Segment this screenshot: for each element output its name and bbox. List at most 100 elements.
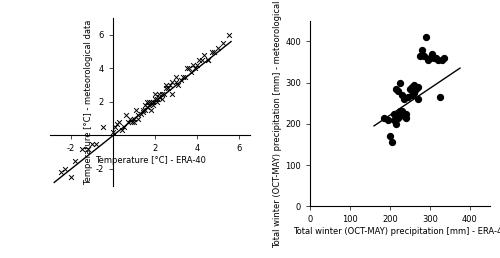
Point xyxy=(147,100,155,104)
Point xyxy=(400,114,408,118)
Point xyxy=(120,125,128,129)
Point xyxy=(78,147,86,151)
Point xyxy=(172,80,180,84)
Point xyxy=(398,93,406,97)
Point xyxy=(398,109,406,114)
Point xyxy=(412,87,420,91)
Point xyxy=(414,97,422,101)
Point xyxy=(438,58,446,62)
Point xyxy=(404,95,412,99)
Point xyxy=(92,142,100,146)
Point xyxy=(164,86,172,91)
Point xyxy=(166,83,174,87)
Point xyxy=(154,100,162,104)
Point xyxy=(210,50,218,54)
Point xyxy=(189,63,197,67)
Point xyxy=(172,75,180,79)
Point xyxy=(154,96,162,101)
Point xyxy=(390,118,398,122)
Point xyxy=(225,33,233,37)
Point xyxy=(180,75,188,79)
Point xyxy=(145,100,153,104)
Point xyxy=(390,111,398,116)
Point xyxy=(168,80,176,84)
Point xyxy=(174,83,182,87)
Point xyxy=(410,91,418,95)
Point xyxy=(126,117,134,121)
Point xyxy=(187,70,195,74)
Point xyxy=(196,58,203,62)
Y-axis label: Temperature [°C] - meteorological data: Temperature [°C] - meteorological data xyxy=(84,19,93,184)
Point xyxy=(158,96,166,101)
Point xyxy=(414,85,422,89)
Point xyxy=(380,116,388,120)
Point xyxy=(176,78,184,82)
Point xyxy=(198,58,205,62)
Point xyxy=(149,100,157,104)
Point xyxy=(132,108,140,112)
Point xyxy=(185,66,193,70)
Point xyxy=(396,109,404,114)
Point xyxy=(394,116,402,120)
Point xyxy=(160,91,168,95)
Point xyxy=(118,128,126,133)
Point xyxy=(138,110,146,114)
Point xyxy=(424,58,432,62)
Point xyxy=(183,66,191,70)
Point xyxy=(128,120,136,124)
Point xyxy=(134,113,142,117)
Point xyxy=(432,56,440,60)
Point xyxy=(67,175,75,180)
Point xyxy=(428,52,436,56)
Point xyxy=(138,108,146,112)
Point xyxy=(400,97,408,101)
Point xyxy=(152,96,160,101)
Point xyxy=(109,130,117,134)
Point xyxy=(218,41,226,45)
Point xyxy=(156,95,164,99)
Point xyxy=(60,167,68,171)
Point xyxy=(214,46,222,50)
Point xyxy=(88,142,96,146)
Point xyxy=(416,54,424,58)
Point xyxy=(116,120,124,124)
Point xyxy=(114,122,122,126)
Point xyxy=(402,111,410,116)
X-axis label: Temperature [°C] - ERA-40: Temperature [°C] - ERA-40 xyxy=(94,156,206,165)
Point xyxy=(394,111,402,116)
Point xyxy=(392,122,400,126)
Point xyxy=(56,170,64,174)
Point xyxy=(130,117,138,121)
Point xyxy=(440,56,448,60)
Point xyxy=(178,75,186,79)
Point xyxy=(168,91,176,95)
Point xyxy=(396,111,404,116)
Point xyxy=(408,85,416,89)
Point xyxy=(406,87,414,91)
Point xyxy=(194,63,202,67)
Point xyxy=(147,108,155,112)
Point xyxy=(418,47,426,52)
Point xyxy=(149,103,157,107)
Point xyxy=(158,91,166,95)
Point xyxy=(388,140,396,144)
Point xyxy=(392,87,400,91)
Point xyxy=(410,83,418,87)
Point xyxy=(145,103,153,107)
Point xyxy=(152,91,160,95)
Point xyxy=(420,54,428,58)
Point xyxy=(204,58,212,62)
Point xyxy=(422,35,430,39)
Point xyxy=(136,111,144,116)
Point xyxy=(386,134,394,138)
Point xyxy=(192,66,200,70)
Point xyxy=(434,58,442,62)
Point xyxy=(134,117,142,121)
Point xyxy=(84,147,92,151)
Point xyxy=(140,103,148,107)
X-axis label: Total winter (OCT-MAY) precipitation [mm] - ERA-40: Total winter (OCT-MAY) precipitation [mm… xyxy=(293,227,500,236)
Point xyxy=(162,83,170,87)
Point xyxy=(98,125,106,129)
Point xyxy=(162,86,170,91)
Point xyxy=(130,120,138,124)
